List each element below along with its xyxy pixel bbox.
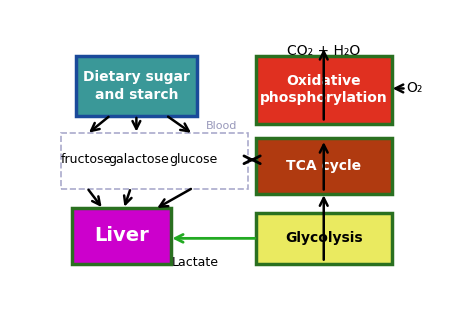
FancyBboxPatch shape xyxy=(76,56,197,116)
Text: Oxidative
phosphorylation: Oxidative phosphorylation xyxy=(260,74,388,105)
Text: Lactate: Lactate xyxy=(172,256,219,268)
FancyBboxPatch shape xyxy=(72,208,171,264)
Text: Blood: Blood xyxy=(206,121,237,131)
Text: fructose: fructose xyxy=(61,153,112,166)
Text: Liver: Liver xyxy=(94,226,149,246)
Text: Dietary sugar
and starch: Dietary sugar and starch xyxy=(83,70,190,102)
Text: O₂: O₂ xyxy=(406,81,423,95)
Text: glucose: glucose xyxy=(169,153,218,166)
Text: CO₂ + H₂O: CO₂ + H₂O xyxy=(287,44,360,58)
FancyBboxPatch shape xyxy=(256,213,392,264)
Text: Glycolysis: Glycolysis xyxy=(285,231,363,245)
Text: TCA cycle: TCA cycle xyxy=(286,159,361,173)
FancyBboxPatch shape xyxy=(256,138,392,194)
FancyBboxPatch shape xyxy=(256,56,392,123)
Text: galactose: galactose xyxy=(108,153,169,166)
